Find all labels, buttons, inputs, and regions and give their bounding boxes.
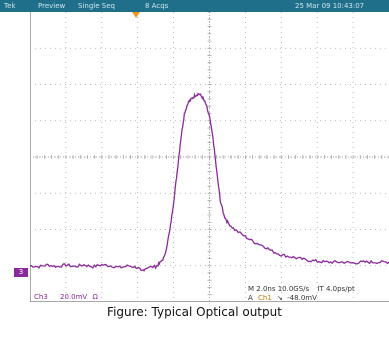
scope-screen xyxy=(30,12,389,302)
trigger-level: -48.0mV xyxy=(287,294,317,302)
ch3-readout-channel: Ch3 xyxy=(34,293,48,301)
trigger-slope-icon: ↘ xyxy=(277,294,283,302)
interpolation-value: IT 4.0ps/pt xyxy=(317,285,355,293)
ch3-readout: Ch3 20.0mV Ω xyxy=(34,293,98,301)
graticule xyxy=(30,12,389,302)
ch3-readout-coupling: Ω xyxy=(92,293,98,301)
acq-count-label: 8 Acqs xyxy=(145,2,169,10)
acq-mode-label: Single Seq xyxy=(78,2,115,10)
trigger-channel: Ch1 xyxy=(258,294,272,302)
ch3-marker-label: 3 xyxy=(18,268,24,276)
trigger-label: A xyxy=(248,294,253,302)
timebase-value: M 2.0ns 10.0GS/s xyxy=(248,285,310,293)
trigger-readout: A Ch1 ↘ -48.0mV xyxy=(248,294,317,302)
timebase-readout: M 2.0ns 10.0GS/s IT 4.0ps/pt xyxy=(248,285,355,293)
ch3-waveform-trace xyxy=(30,92,389,272)
datetime-label: 25 Mar 09 10:43:07 xyxy=(295,2,365,10)
figure-caption: Figure: Typical Optical output xyxy=(107,305,282,319)
ch3-readout-scale: 20.0mV xyxy=(60,293,88,301)
ch3-ground-marker: 3 xyxy=(14,268,28,277)
scope-status-bar: Tek Preview Single Seq 8 Acqs 25 Mar 09 … xyxy=(0,0,389,12)
waveform-plot xyxy=(30,12,389,302)
trigger-position-marker xyxy=(132,12,140,18)
mode-label: Preview xyxy=(38,2,66,10)
brand-label: Tek xyxy=(4,2,16,10)
